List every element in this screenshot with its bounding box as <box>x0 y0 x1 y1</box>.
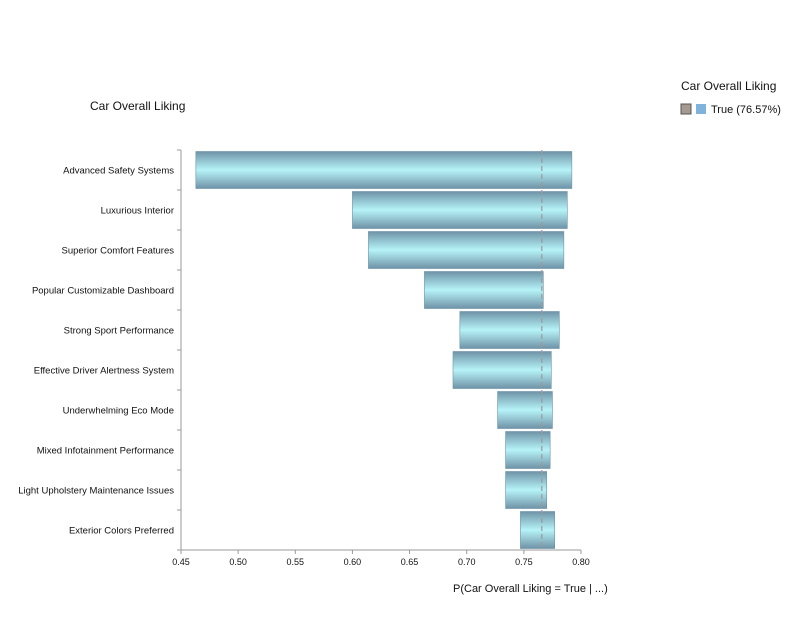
bar-light-upholstery-maintenance-issues <box>505 471 548 509</box>
x-tick-label: 0.50 <box>229 557 247 567</box>
chart-title: Car Overall Liking <box>90 99 185 113</box>
x-tick-label: 0.45 <box>172 557 190 567</box>
category-label: Exterior Colors Preferred <box>69 526 174 537</box>
x-tick-label: 0.65 <box>401 557 419 567</box>
category-label: Mixed Infotainment Performance <box>37 446 174 457</box>
bar-strong-sport-performance <box>459 311 560 349</box>
bar-underwhelming-eco-mode <box>497 391 553 429</box>
category-label: Popular Customizable Dashboard <box>32 286 174 297</box>
bar-luxurious-interior <box>352 191 568 229</box>
x-tick-label: 0.55 <box>287 557 305 567</box>
category-label: Luxurious Interior <box>101 206 174 217</box>
bar-popular-customizable-dashboard <box>424 271 544 309</box>
x-tick-label: 0.80 <box>572 557 590 567</box>
category-label: Advanced Safety Systems <box>63 166 174 177</box>
bar-advanced-safety-systems <box>195 151 573 189</box>
legend-title: Car Overall Liking <box>681 79 776 93</box>
axes: 0.45 0.50 0.55 0.60 0.65 0.70 0.75 0.80 <box>172 149 590 567</box>
x-axis-title: P(Car Overall Liking = True | ...) <box>453 583 608 595</box>
category-label: Superior Comfort Features <box>62 246 175 257</box>
x-tick-label: 0.75 <box>515 557 533 567</box>
category-label: Light Upholstery Maintenance Issues <box>18 486 174 497</box>
category-label: Underwhelming Eco Mode <box>63 406 174 417</box>
x-tick-label: 0.60 <box>344 557 362 567</box>
bar-effective-driver-alertness-system <box>452 351 552 389</box>
category-labels: Advanced Safety Systems Luxurious Interio… <box>18 166 174 537</box>
bar-superior-comfort-features <box>368 231 565 269</box>
bar-mixed-infotainment-performance <box>505 431 551 469</box>
legend-true-swatch <box>696 104 706 114</box>
legend-true-label: True (76.57%) <box>711 104 781 116</box>
legend-state-swatch <box>680 103 692 115</box>
x-tick-label: 0.70 <box>458 557 476 567</box>
category-label: Strong Sport Performance <box>64 326 174 337</box>
category-label: Effective Driver Alertness System <box>34 366 174 377</box>
bars-layer <box>195 151 573 549</box>
bar-exterior-colors-preferred <box>520 511 556 549</box>
legend: Car Overall Liking True (76.57%) <box>680 79 781 116</box>
